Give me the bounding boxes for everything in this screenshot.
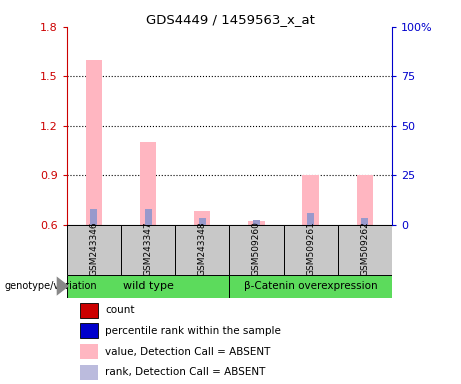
- Text: GDS4449 / 1459563_x_at: GDS4449 / 1459563_x_at: [146, 13, 315, 26]
- Bar: [307, 213, 314, 225]
- Text: GSM509261: GSM509261: [306, 221, 315, 276]
- Bar: [357, 175, 373, 225]
- Bar: [121, 225, 175, 275]
- Text: percentile rank within the sample: percentile rank within the sample: [106, 326, 281, 336]
- Text: rank, Detection Call = ABSENT: rank, Detection Call = ABSENT: [106, 367, 266, 377]
- Bar: [229, 275, 392, 298]
- Text: GSM243348: GSM243348: [198, 221, 207, 276]
- Bar: [337, 225, 392, 275]
- Text: GSM509260: GSM509260: [252, 221, 261, 276]
- Bar: [80, 303, 98, 318]
- Bar: [80, 344, 98, 359]
- Bar: [140, 142, 156, 225]
- Text: genotype/variation: genotype/variation: [5, 281, 97, 291]
- Bar: [199, 218, 206, 225]
- Bar: [90, 209, 97, 225]
- Bar: [229, 225, 284, 275]
- Bar: [86, 60, 102, 225]
- Bar: [302, 175, 319, 225]
- Text: GSM243347: GSM243347: [143, 221, 153, 276]
- Bar: [145, 209, 152, 225]
- Text: wild type: wild type: [123, 281, 173, 291]
- Bar: [80, 365, 98, 380]
- Text: value, Detection Call = ABSENT: value, Detection Call = ABSENT: [106, 346, 271, 356]
- Bar: [80, 323, 98, 338]
- Bar: [361, 218, 368, 225]
- Bar: [194, 212, 210, 225]
- Text: count: count: [106, 305, 135, 315]
- Bar: [67, 225, 121, 275]
- Bar: [67, 275, 229, 298]
- Bar: [284, 225, 337, 275]
- Bar: [253, 220, 260, 225]
- Text: β-Catenin overexpression: β-Catenin overexpression: [244, 281, 378, 291]
- Text: GSM509262: GSM509262: [360, 221, 369, 276]
- Bar: [175, 225, 229, 275]
- Bar: [248, 220, 265, 225]
- Text: GSM243346: GSM243346: [89, 221, 99, 276]
